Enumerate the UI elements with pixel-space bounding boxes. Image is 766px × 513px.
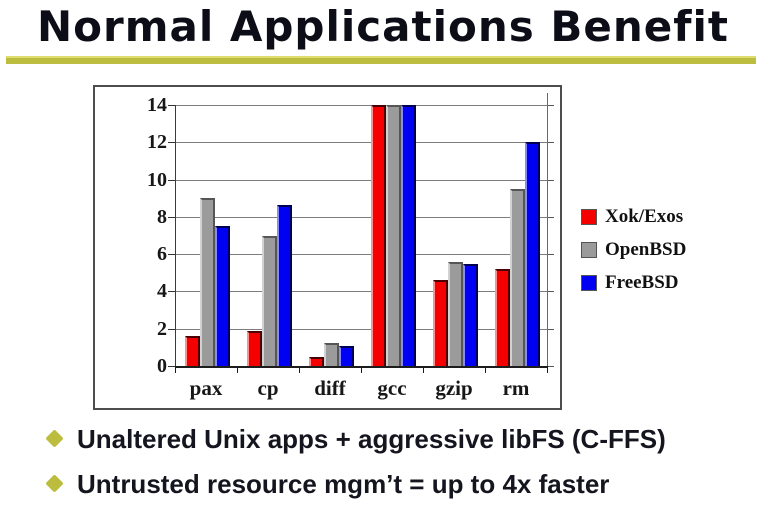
y-axis-tick-label: 6	[157, 243, 167, 266]
legend-swatch-xok-exos	[581, 208, 597, 225]
plot-right-border	[547, 93, 548, 366]
right-axis-tick	[547, 291, 554, 293]
gridline	[175, 291, 547, 293]
bar-xok-exos-gzip	[433, 280, 448, 366]
right-axis-tick	[547, 105, 554, 106]
bar-freebsd-gzip	[463, 264, 478, 366]
bar-xok-exos-cp	[247, 330, 262, 366]
category-label: gcc	[377, 376, 407, 400]
bullet-list: Unaltered Unix apps + aggressive libFS (…	[45, 422, 748, 512]
bar-xok-exos-rm	[495, 269, 510, 366]
y-axis-tick	[168, 254, 175, 256]
chart-legend: Xok/Exos OpenBSD FreeBSD	[581, 205, 686, 304]
bar-freebsd-rm	[525, 142, 540, 366]
bullet-item: Unaltered Unix apps + aggressive libFS (…	[45, 422, 748, 456]
category-label: cp	[257, 376, 279, 400]
gridline	[175, 179, 547, 181]
x-axis-tick	[423, 366, 424, 373]
x-axis-tick	[547, 366, 548, 373]
title-rule	[6, 56, 756, 64]
diamond-bullet-icon	[45, 429, 64, 448]
bar-xok-exos-gcc	[371, 105, 386, 366]
y-axis-tick-label: 14	[147, 94, 167, 116]
gridline	[175, 254, 547, 256]
legend-item: FreeBSD	[581, 271, 686, 294]
category-label: gzip	[435, 376, 473, 400]
right-axis-tick	[547, 254, 554, 256]
y-axis-tick	[168, 328, 175, 330]
y-axis-tick-label: 8	[157, 205, 167, 228]
y-axis-tick	[168, 105, 175, 106]
legend-swatch-openbsd	[581, 241, 597, 258]
bar-freebsd-pax	[215, 226, 230, 366]
right-axis-tick	[547, 216, 554, 218]
bar-openbsd-gzip	[448, 261, 463, 366]
x-axis-tick	[175, 366, 176, 373]
x-axis-tick	[299, 366, 300, 373]
category-label: pax	[189, 376, 223, 400]
legend-label: OpenBSD	[605, 238, 687, 260]
category-label: diff	[314, 376, 346, 400]
y-axis-tick-label: 12	[147, 131, 167, 154]
right-axis-tick	[547, 328, 554, 330]
y-axis-tick-label: 10	[147, 168, 167, 191]
right-axis-tick	[547, 179, 554, 181]
legend-swatch-freebsd	[581, 274, 597, 291]
bar-freebsd-gcc	[401, 105, 416, 366]
legend-label: FreeBSD	[605, 271, 679, 293]
y-axis-tick-label: 0	[157, 355, 167, 377]
x-axis-tick	[237, 366, 238, 373]
legend-label: Xok/Exos	[605, 205, 684, 227]
bar-openbsd-cp	[262, 235, 277, 366]
bar-openbsd-gcc	[386, 105, 401, 366]
y-axis-tick	[168, 291, 175, 293]
bullet-item: Untrusted resource mgm’t = up to 4x fast…	[45, 467, 748, 501]
y-axis-tick-label: 2	[157, 317, 167, 340]
right-axis-tick	[547, 366, 554, 367]
bar-xok-exos-pax	[185, 336, 200, 366]
bar-freebsd-cp	[277, 204, 292, 366]
bar-openbsd-diff	[324, 342, 339, 366]
y-axis-tick	[168, 216, 175, 218]
y-axis-line	[175, 105, 176, 366]
bar-openbsd-rm	[510, 188, 525, 366]
legend-item: OpenBSD	[581, 238, 686, 261]
y-axis-tick-label: 4	[157, 280, 167, 303]
x-axis-tick	[485, 366, 486, 373]
bullet-text: Untrusted resource mgm’t = up to 4x fast…	[77, 469, 610, 499]
page-title: Normal Applications Benefit	[37, 2, 729, 51]
chart-frame: 0 2 4 6 8 10 12 14 pax cp diff gcc gzip rm	[93, 85, 562, 410]
right-axis-tick	[547, 142, 554, 144]
gridline	[175, 216, 547, 218]
y-axis-tick	[168, 366, 175, 367]
gridline	[175, 105, 547, 106]
bar-openbsd-pax	[200, 198, 215, 366]
x-axis-tick	[361, 366, 362, 373]
gridline	[175, 142, 547, 144]
y-axis-tick	[168, 142, 175, 144]
bar-freebsd-diff	[339, 346, 354, 366]
bar-xok-exos-diff	[309, 356, 324, 366]
bullet-text: Unaltered Unix apps + aggressive libFS (…	[77, 424, 666, 454]
gridline	[175, 328, 547, 330]
diamond-bullet-icon	[45, 474, 64, 493]
category-label: rm	[502, 376, 530, 400]
y-axis-tick	[168, 179, 175, 181]
legend-item: Xok/Exos	[581, 205, 686, 228]
